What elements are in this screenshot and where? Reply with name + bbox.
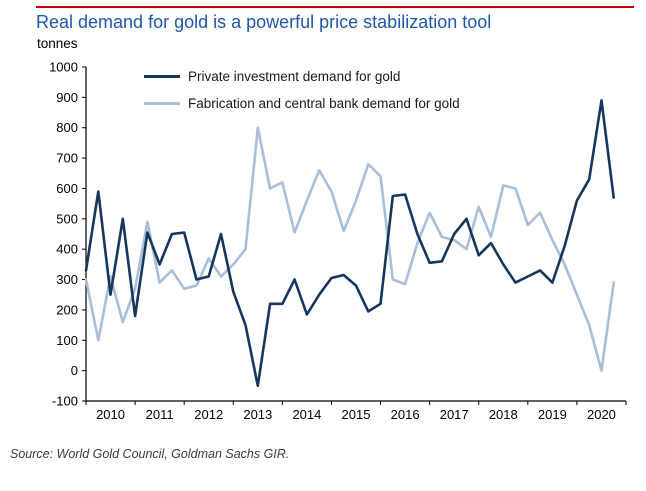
svg-text:400: 400 — [56, 241, 78, 256]
svg-text:500: 500 — [56, 211, 78, 226]
svg-text:2010: 2010 — [96, 407, 125, 422]
source-note: Source: World Gold Council, Goldman Sach… — [10, 446, 290, 461]
legend-swatch-fabrication-central-bank — [144, 101, 180, 105]
svg-text:800: 800 — [56, 120, 78, 135]
svg-text:2012: 2012 — [194, 407, 223, 422]
svg-text:2016: 2016 — [391, 407, 420, 422]
svg-text:2018: 2018 — [489, 407, 518, 422]
svg-text:2013: 2013 — [243, 407, 272, 422]
svg-text:-100: -100 — [52, 393, 78, 408]
svg-text:2017: 2017 — [440, 407, 469, 422]
line-chart: -100 0 100 200 300 400 500 600 700 800 900 1000 2010… — [49, 59, 627, 422]
legend-item-private-investment: Private investment demand for gold — [144, 63, 460, 90]
svg-text:2015: 2015 — [342, 407, 371, 422]
svg-text:300: 300 — [56, 272, 78, 287]
svg-text:0: 0 — [71, 363, 78, 378]
svg-text:2014: 2014 — [292, 407, 321, 422]
svg-text:900: 900 — [56, 89, 78, 104]
chart-title: Real demand for gold is a powerful price… — [36, 12, 492, 32]
chart-block: Real demand for gold is a powerful price… — [36, 6, 634, 433]
svg-text:2011: 2011 — [146, 407, 174, 422]
svg-text:600: 600 — [56, 180, 78, 195]
svg-text:200: 200 — [56, 302, 78, 317]
svg-text:100: 100 — [56, 332, 78, 347]
svg-text:700: 700 — [56, 150, 78, 165]
legend-item-fabrication-central-bank: Fabrication and central bank demand for … — [144, 90, 460, 117]
legend-label-fabrication-central-bank: Fabrication and central bank demand for … — [188, 95, 460, 111]
legend-label-private-investment: Private investment demand for gold — [188, 68, 401, 84]
chart-unit-label: tonnes — [37, 35, 78, 51]
legend-swatch-private-investment — [144, 74, 180, 78]
svg-text:1000: 1000 — [49, 59, 78, 74]
svg-text:2020: 2020 — [587, 407, 616, 422]
chart-area: -100 0 100 200 300 400 500 600 700 800 900 1000 2010… — [36, 57, 636, 433]
svg-text:2019: 2019 — [538, 407, 567, 422]
top-rule — [36, 6, 634, 8]
chart-legend: Private investment demand for gold Fabri… — [144, 63, 460, 117]
